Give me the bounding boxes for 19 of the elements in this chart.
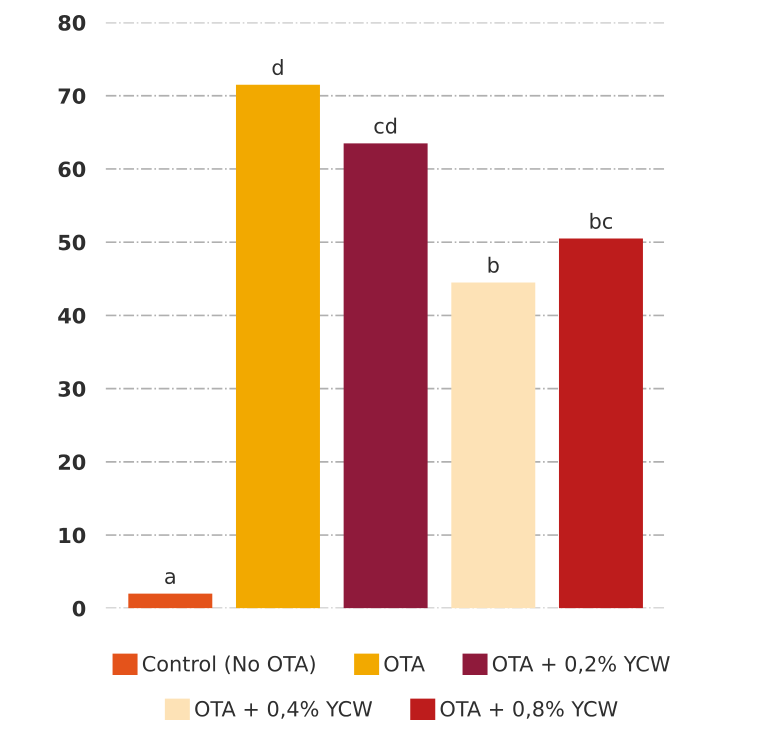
y-tick-label: 80 bbox=[58, 14, 86, 31]
y-tick-label: 50 bbox=[58, 234, 86, 250]
y-tick-label: 30 bbox=[58, 381, 86, 397]
y-tick-label: 70 bbox=[58, 88, 86, 104]
annotation: bc bbox=[590, 212, 612, 229]
y-tick-label: 60 bbox=[58, 161, 86, 178]
legend-label: Control (No OTA) bbox=[142, 655, 315, 674]
annotation: d bbox=[272, 59, 283, 76]
y-tick-label: 0 bbox=[72, 600, 86, 617]
annotation: cd bbox=[374, 118, 396, 134]
legend-label: OTA + 0,2% YCW bbox=[492, 656, 670, 674]
y-tick-label: 10 bbox=[60, 528, 86, 544]
y-tick-label: 20 bbox=[58, 454, 86, 470]
legend-label: OTA + 0,8% YCW bbox=[440, 700, 618, 719]
y-tick-label: 40 bbox=[58, 308, 86, 324]
annotation: b bbox=[488, 256, 499, 273]
annotation: a bbox=[165, 572, 175, 584]
legend-label: OTA + 0,4% YCW bbox=[195, 700, 372, 719]
legend-label: OTA bbox=[384, 656, 425, 672]
